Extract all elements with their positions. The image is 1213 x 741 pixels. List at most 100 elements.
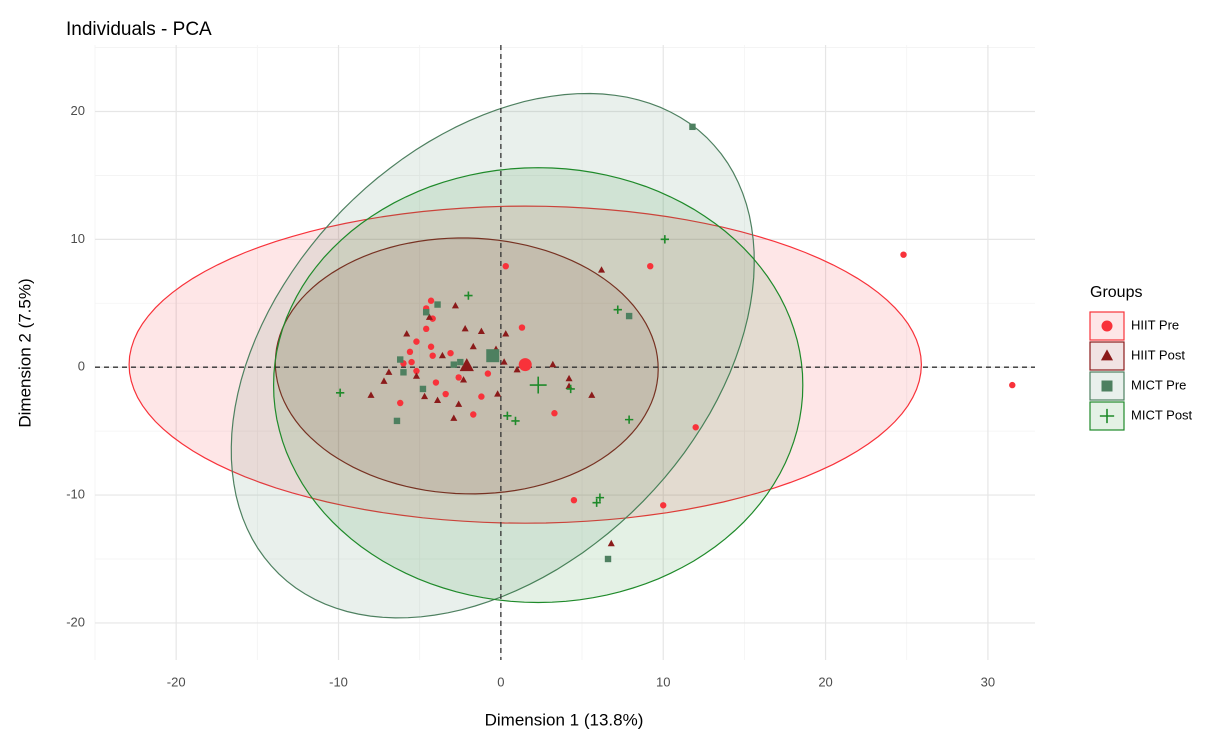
x-tick-label: 0 bbox=[497, 674, 504, 689]
legend-symbol bbox=[1101, 320, 1113, 332]
point bbox=[900, 251, 907, 258]
chart-title: Individuals - PCA bbox=[66, 19, 212, 40]
point bbox=[403, 330, 411, 337]
point bbox=[413, 367, 420, 375]
x-tick-label: -10 bbox=[329, 674, 348, 689]
group-mean bbox=[529, 376, 547, 394]
point bbox=[484, 370, 492, 377]
legend-label: HIIT Pre bbox=[1131, 317, 1179, 332]
point bbox=[660, 235, 670, 244]
point bbox=[450, 361, 457, 368]
point bbox=[427, 297, 435, 304]
point bbox=[595, 493, 605, 502]
x-tick-label: 10 bbox=[656, 674, 670, 689]
point bbox=[502, 330, 510, 337]
legend-item: MICT Post bbox=[1089, 401, 1193, 431]
point bbox=[503, 411, 512, 420]
legend-item: HIIT Pre bbox=[1089, 311, 1179, 341]
point bbox=[588, 391, 596, 398]
legend-label: MICT Post bbox=[1131, 407, 1193, 422]
point bbox=[367, 391, 375, 398]
point bbox=[421, 392, 429, 400]
point bbox=[397, 356, 404, 363]
x-axis-label: Dimension 1 (13.8%) bbox=[485, 710, 644, 729]
legend-title: Groups bbox=[1090, 284, 1142, 301]
y-tick-label: -10 bbox=[66, 486, 85, 501]
y-axis-label: Dimension 2 (7.5%) bbox=[15, 278, 34, 427]
point bbox=[566, 384, 575, 394]
point bbox=[624, 415, 634, 424]
point bbox=[513, 365, 521, 373]
point bbox=[660, 502, 667, 509]
point bbox=[613, 305, 622, 314]
point bbox=[565, 374, 573, 382]
point bbox=[607, 539, 615, 547]
point bbox=[457, 358, 464, 366]
point bbox=[422, 309, 430, 316]
point bbox=[549, 360, 557, 368]
legend-label: HIIT Post bbox=[1131, 347, 1185, 362]
point bbox=[447, 349, 454, 357]
point bbox=[478, 393, 485, 400]
x-tick-label: -20 bbox=[167, 674, 186, 689]
point bbox=[432, 379, 440, 386]
point bbox=[604, 555, 612, 563]
point bbox=[434, 301, 441, 308]
point bbox=[551, 410, 558, 417]
group-mean bbox=[459, 358, 474, 372]
point bbox=[397, 399, 404, 407]
legend-symbol bbox=[1100, 349, 1114, 361]
x-tick-label: 30 bbox=[981, 674, 995, 689]
legend-item: MICT Pre bbox=[1089, 371, 1186, 401]
y-tick-label: 10 bbox=[71, 231, 85, 246]
y-tick-label: 0 bbox=[78, 359, 85, 374]
point bbox=[335, 388, 345, 397]
point bbox=[413, 338, 420, 345]
point bbox=[438, 351, 446, 359]
point bbox=[469, 342, 477, 350]
point bbox=[455, 374, 462, 381]
point bbox=[442, 390, 449, 398]
point bbox=[400, 369, 407, 376]
point bbox=[408, 358, 415, 366]
point bbox=[412, 372, 420, 379]
point bbox=[451, 301, 459, 309]
point bbox=[511, 416, 520, 426]
legend-key bbox=[1089, 311, 1125, 341]
point bbox=[689, 123, 696, 131]
point bbox=[477, 327, 485, 334]
point bbox=[455, 400, 463, 407]
point bbox=[429, 352, 436, 359]
point bbox=[502, 262, 509, 270]
point bbox=[518, 324, 526, 331]
point bbox=[380, 377, 388, 384]
point bbox=[427, 343, 435, 350]
group-mean bbox=[518, 358, 532, 372]
point bbox=[450, 414, 458, 421]
point bbox=[625, 312, 633, 320]
point bbox=[461, 325, 469, 332]
point bbox=[494, 390, 502, 397]
group-mean bbox=[486, 349, 500, 363]
point bbox=[464, 291, 473, 300]
point bbox=[406, 348, 414, 356]
point bbox=[393, 417, 401, 425]
point bbox=[460, 376, 468, 383]
point bbox=[500, 358, 508, 365]
point bbox=[470, 411, 477, 418]
legend-symbol bbox=[1099, 408, 1115, 424]
point bbox=[1009, 381, 1016, 389]
legend-item: HIIT Post bbox=[1089, 341, 1185, 371]
point bbox=[419, 385, 427, 393]
y-tick-label: 20 bbox=[71, 103, 85, 118]
x-tick-label: 20 bbox=[818, 674, 832, 689]
point bbox=[425, 313, 433, 320]
point bbox=[434, 396, 442, 404]
point bbox=[647, 262, 654, 270]
point bbox=[385, 368, 393, 375]
point bbox=[422, 325, 430, 333]
point bbox=[570, 496, 578, 504]
point bbox=[598, 266, 606, 273]
point bbox=[692, 424, 699, 431]
